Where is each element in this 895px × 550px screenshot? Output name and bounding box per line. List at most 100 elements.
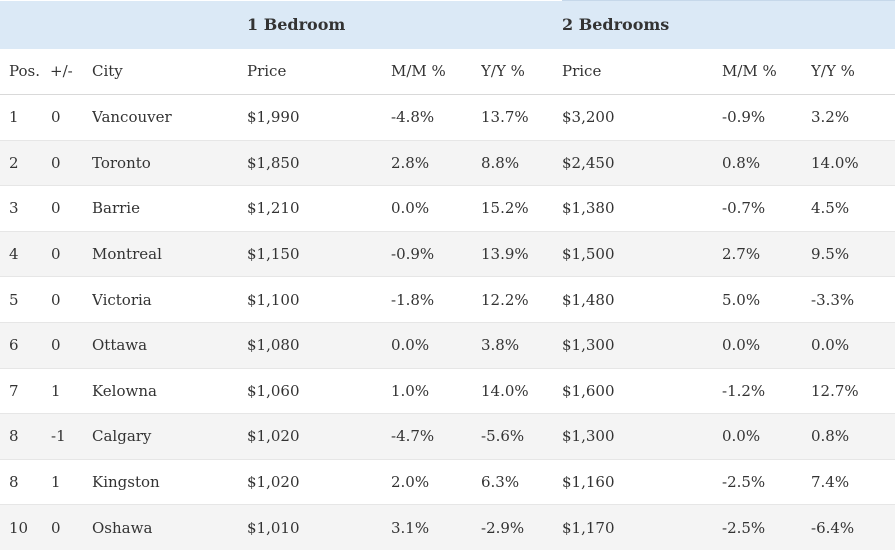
cell-change: 1 [50, 459, 92, 505]
cell-yy-2br: 9.5% [811, 231, 895, 277]
column-header-city: City [92, 49, 247, 95]
cell-change: 0 [50, 95, 92, 141]
cell-yy-1br: 14.0% [481, 368, 562, 414]
cell-price-1br: $1,210 [247, 186, 391, 232]
table-row: 8 -1 Calgary $1,020 -4.7% -5.6% $1,300 0… [0, 414, 895, 460]
cell-change: 0 [50, 277, 92, 323]
cell-yy-2br: 3.2% [811, 95, 895, 141]
cell-mm-1br: 0.0% [391, 322, 481, 368]
column-header-yy-1br: Y/Y % [481, 49, 562, 95]
cell-city: Barrie [92, 186, 247, 232]
cell-change: 1 [50, 368, 92, 414]
cell-yy-2br: 7.4% [811, 459, 895, 505]
cell-mm-1br: -0.9% [391, 231, 481, 277]
cell-price-1br: $1,080 [247, 322, 391, 368]
cell-yy-2br: -3.3% [811, 277, 895, 323]
column-header-mm-1br: M/M % [391, 49, 481, 95]
table-row: 6 0 Ottawa $1,080 0.0% 3.8% $1,300 0.0% … [0, 322, 895, 368]
cell-mm-1br: 2.0% [391, 459, 481, 505]
cell-yy-2br: 4.5% [811, 186, 895, 232]
cell-price-2br: $1,170 [562, 505, 722, 550]
cell-yy-1br: 8.8% [481, 140, 562, 186]
cell-yy-2br: 0.0% [811, 322, 895, 368]
cell-city: Kingston [92, 459, 247, 505]
table-row: 3 0 Barrie $1,210 0.0% 15.2% $1,380 -0.7… [0, 186, 895, 232]
cell-pos: 1 [0, 95, 50, 141]
cell-mm-1br: 1.0% [391, 368, 481, 414]
table-row: 8 1 Kingston $1,020 2.0% 6.3% $1,160 -2.… [0, 459, 895, 505]
cell-price-1br: $1,150 [247, 231, 391, 277]
cell-mm-1br: 3.1% [391, 505, 481, 550]
cell-price-1br: $1,060 [247, 368, 391, 414]
cell-pos: 4 [0, 231, 50, 277]
cell-price-2br: $3,200 [562, 95, 722, 141]
cell-price-1br: $1,850 [247, 140, 391, 186]
cell-city: Ottawa [92, 322, 247, 368]
cell-price-2br: $1,500 [562, 231, 722, 277]
cell-price-2br: $2,450 [562, 140, 722, 186]
cell-price-1br: $1,020 [247, 459, 391, 505]
group-header-spacer [0, 1, 247, 49]
cell-yy-1br: 6.3% [481, 459, 562, 505]
cell-city: Kelowna [92, 368, 247, 414]
cell-yy-2br: 14.0% [811, 140, 895, 186]
column-header-row: Pos. +/- City Price M/M % Y/Y % Price M/… [0, 49, 895, 95]
cell-price-2br: $1,380 [562, 186, 722, 232]
column-header-mm-2br: M/M % [722, 49, 811, 95]
cell-yy-1br: -5.6% [481, 414, 562, 460]
cell-yy-2br: 12.7% [811, 368, 895, 414]
cell-price-2br: $1,600 [562, 368, 722, 414]
column-header-price-1br: Price [247, 49, 391, 95]
table-row: 4 0 Montreal $1,150 -0.9% 13.9% $1,500 2… [0, 231, 895, 277]
cell-yy-1br: 13.9% [481, 231, 562, 277]
cell-city: Vancouver [92, 95, 247, 141]
cell-pos: 2 [0, 140, 50, 186]
cell-mm-2br: -2.5% [722, 505, 811, 550]
cell-yy-2br: -6.4% [811, 505, 895, 550]
cell-pos: 8 [0, 414, 50, 460]
cell-pos: 6 [0, 322, 50, 368]
cell-pos: 3 [0, 186, 50, 232]
cell-mm-2br: -2.5% [722, 459, 811, 505]
cell-price-2br: $1,300 [562, 322, 722, 368]
cell-change: 0 [50, 140, 92, 186]
table-body: 1 0 Vancouver $1,990 -4.8% 13.7% $3,200 … [0, 95, 895, 550]
cell-price-1br: $1,990 [247, 95, 391, 141]
group-header-1-bedroom: 1 Bedroom [247, 1, 562, 49]
cell-yy-2br: 0.8% [811, 414, 895, 460]
table-row: 2 0 Toronto $1,850 2.8% 8.8% $2,450 0.8%… [0, 140, 895, 186]
cell-change: 0 [50, 505, 92, 550]
cell-pos: 7 [0, 368, 50, 414]
cell-mm-2br: 2.7% [722, 231, 811, 277]
cell-mm-2br: -1.2% [722, 368, 811, 414]
cell-city: Victoria [92, 277, 247, 323]
cell-mm-2br: -0.7% [722, 186, 811, 232]
cell-city: Toronto [92, 140, 247, 186]
cell-mm-1br: 0.0% [391, 186, 481, 232]
cell-yy-1br: 12.2% [481, 277, 562, 323]
cell-price-1br: $1,010 [247, 505, 391, 550]
table-row: 10 0 Oshawa $1,010 3.1% -2.9% $1,170 -2.… [0, 505, 895, 550]
cell-price-2br: $1,480 [562, 277, 722, 323]
cell-mm-2br: 0.0% [722, 414, 811, 460]
cell-mm-2br: 0.8% [722, 140, 811, 186]
cell-price-1br: $1,020 [247, 414, 391, 460]
group-header-2-bedrooms: 2 Bedrooms [562, 1, 895, 49]
cell-city: Calgary [92, 414, 247, 460]
column-header-pos: Pos. [0, 49, 50, 95]
table-row: 7 1 Kelowna $1,060 1.0% 14.0% $1,600 -1.… [0, 368, 895, 414]
cell-yy-1br: -2.9% [481, 505, 562, 550]
cell-yy-1br: 13.7% [481, 95, 562, 141]
cell-price-2br: $1,300 [562, 414, 722, 460]
cell-price-2br: $1,160 [562, 459, 722, 505]
group-header-row: 1 Bedroom 2 Bedrooms [0, 1, 895, 49]
cell-change: 0 [50, 231, 92, 277]
column-header-change: +/- [50, 49, 92, 95]
cell-pos: 10 [0, 505, 50, 550]
cell-change: -1 [50, 414, 92, 460]
cell-pos: 8 [0, 459, 50, 505]
column-header-yy-2br: Y/Y % [811, 49, 895, 95]
table-row: 1 0 Vancouver $1,990 -4.8% 13.7% $3,200 … [0, 95, 895, 141]
cell-yy-1br: 3.8% [481, 322, 562, 368]
